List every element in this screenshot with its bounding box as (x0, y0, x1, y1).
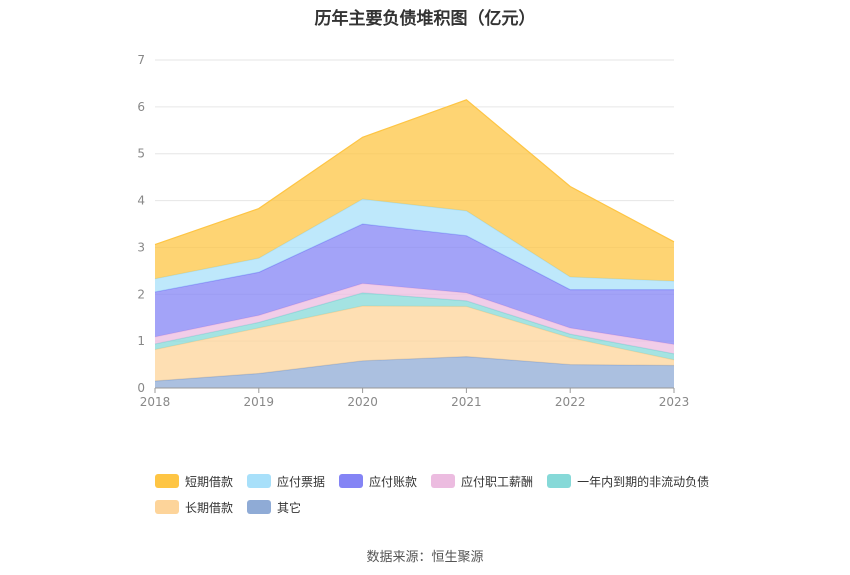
legend-swatch (547, 474, 572, 488)
area-短期借款 (155, 99, 674, 282)
area-series-group (154, 99, 675, 388)
legend-item[interactable]: 应付账款 (339, 472, 417, 490)
area-应付职工薪酬 (155, 283, 674, 354)
area-其它 (155, 356, 674, 388)
x-tick-label: 2019 (244, 395, 275, 409)
x-tick-label: 2021 (451, 395, 482, 409)
source-note: 数据来源：恒生聚源 (366, 550, 484, 565)
legend-label: 其它 (277, 500, 302, 515)
y-tick-label: 0 (137, 381, 145, 395)
y-tick-label: 6 (137, 100, 145, 114)
legend-swatch (339, 474, 364, 488)
legend-item[interactable]: 长期借款 (155, 498, 233, 516)
legend-label: 应付票据 (277, 474, 326, 489)
y-tick-label: 5 (137, 147, 145, 161)
area-一年内到期的非流动负债 (155, 292, 674, 360)
legend: 短期借款 应付票据 应付账款 应付职工薪酬 一年内到期的非流动负债长期借款 其它 (155, 472, 735, 516)
area-应付票据 (155, 199, 674, 292)
legend-item[interactable]: 短期借款 (155, 472, 233, 490)
y-tick-label: 2 (137, 287, 145, 301)
legend-label: 应付职工薪酬 (461, 474, 534, 489)
x-tick-label: 2022 (555, 395, 586, 409)
legend-label: 应付账款 (369, 474, 418, 489)
axes: 0 1 2 3 4 5 6 7 2018 2019 2020 2021 2022 2023 (137, 53, 689, 409)
legend-item[interactable]: 应付职工薪酬 (431, 472, 533, 490)
y-tick-label: 1 (137, 334, 145, 348)
legend-item[interactable]: 应付票据 (247, 472, 325, 490)
area-edge-应付票据 (154, 198, 675, 282)
area-长期借款 (155, 306, 674, 381)
legend-item[interactable]: 其它 (247, 498, 301, 516)
y-tick-label: 7 (137, 53, 145, 67)
legend-label: 长期借款 (185, 500, 234, 515)
x-tick-label: 2023 (659, 395, 690, 409)
legend-label: 短期借款 (185, 474, 234, 489)
legend-swatch (431, 474, 456, 488)
area-edge-长期借款 (154, 305, 675, 361)
area-edge-短期借款 (154, 99, 675, 246)
legend-item[interactable]: 一年内到期的非流动负债 (547, 472, 709, 490)
chart-title: 历年主要负债堆积图（亿元） (314, 9, 536, 29)
legend-label: 一年内到期的非流动负债 (577, 474, 710, 489)
area-应付账款 (155, 224, 674, 345)
x-tick-label: 2020 (347, 395, 378, 409)
x-tick-label: 2018 (140, 395, 171, 409)
legend-swatch (247, 500, 272, 514)
legend-swatch (155, 500, 179, 514)
legend-swatch (155, 474, 179, 488)
y-tick-label: 3 (137, 240, 145, 254)
y-tick-label: 4 (137, 194, 145, 208)
legend-swatch (247, 474, 272, 488)
